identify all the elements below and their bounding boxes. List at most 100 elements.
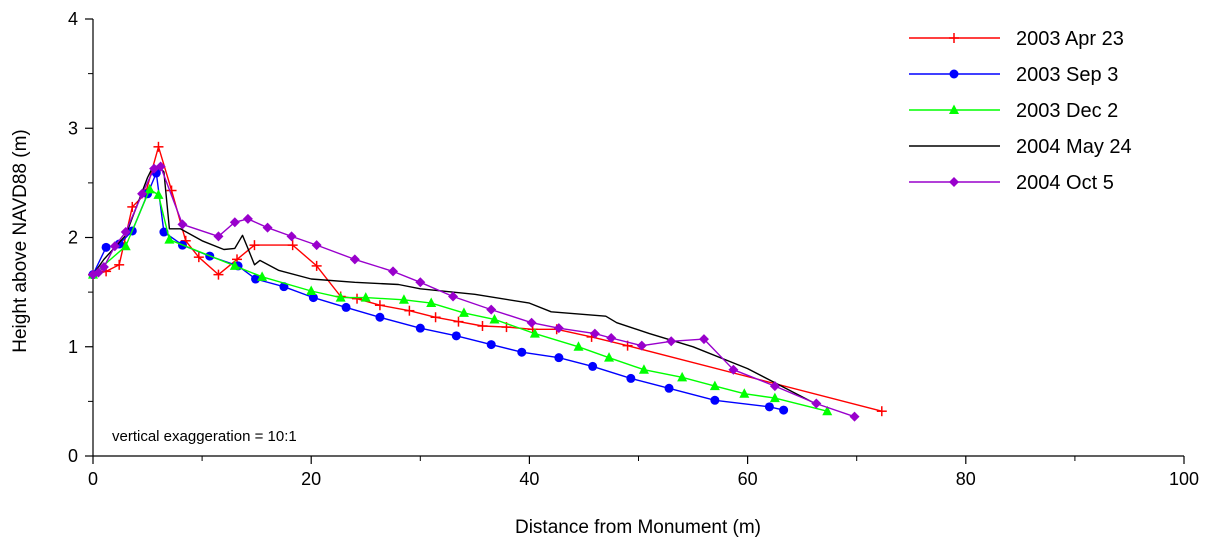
data-point <box>553 323 564 334</box>
data-point <box>177 219 188 230</box>
y-tick-label: 3 <box>68 118 78 138</box>
data-point <box>311 240 322 251</box>
data-point <box>698 334 709 345</box>
data-point <box>769 381 780 392</box>
data-point <box>573 341 584 351</box>
data-point <box>448 291 459 302</box>
data-point <box>710 395 720 405</box>
data-point <box>159 227 169 237</box>
data-point <box>486 304 497 315</box>
legend-label: 2003 Sep 3 <box>1016 64 1118 86</box>
data-point <box>489 313 500 324</box>
data-point <box>352 293 363 304</box>
y-tick-label: 1 <box>68 337 78 357</box>
data-point <box>127 201 138 212</box>
data-point <box>114 259 125 270</box>
data-point <box>453 316 464 327</box>
data-point <box>98 261 109 272</box>
legend-item: 2004 May 24 <box>909 136 1132 158</box>
legend-marker <box>949 104 959 114</box>
data-point <box>404 305 415 316</box>
x-axis-label: Distance from Monument (m) <box>515 517 761 538</box>
plot-area <box>88 141 887 422</box>
series-3 <box>92 165 814 404</box>
data-point <box>664 383 674 393</box>
x-tick-label: 100 <box>1169 469 1199 489</box>
data-point <box>308 293 318 303</box>
y-axis-label: Height above NAVD88 (m) <box>10 129 31 353</box>
series-line <box>92 165 855 418</box>
data-point <box>666 336 677 347</box>
data-point <box>589 328 600 339</box>
data-point <box>876 406 887 417</box>
data-point <box>213 269 224 280</box>
data-point <box>636 340 647 351</box>
vertical-exaggeration-annotation: vertical exaggeration = 10:1 <box>112 428 297 445</box>
legend-item: 2003 Sep 3 <box>909 64 1118 86</box>
data-point <box>769 392 780 403</box>
data-point <box>242 213 253 224</box>
data-point <box>109 241 120 252</box>
data-point <box>811 398 822 409</box>
x-tick-label: 0 <box>88 469 98 489</box>
legend-marker <box>949 33 959 43</box>
data-point <box>257 271 268 281</box>
data-point <box>458 307 469 317</box>
series-line <box>92 146 882 412</box>
x-tick-label: 80 <box>956 469 976 489</box>
data-point <box>249 240 260 251</box>
series-line <box>92 188 828 412</box>
data-point <box>144 183 155 194</box>
data-point <box>822 405 833 416</box>
series-line <box>92 165 814 404</box>
data-point <box>287 240 298 251</box>
data-point <box>426 297 437 308</box>
y-tick-label: 0 <box>68 446 78 466</box>
data-point <box>349 254 360 265</box>
legend-label: 2003 Dec 2 <box>1016 100 1118 122</box>
data-point <box>764 402 774 412</box>
legend-label: 2004 Oct 5 <box>1016 172 1114 194</box>
axes: 0 20 40 60 80 100 0 1 2 3 4 <box>68 9 1199 489</box>
data-point <box>360 292 371 302</box>
data-point <box>137 188 148 199</box>
data-point <box>306 285 317 296</box>
data-point <box>588 361 598 371</box>
data-point <box>101 242 111 252</box>
data-point <box>638 364 649 374</box>
legend-item: 2003 Dec 2 <box>909 100 1118 122</box>
series-line <box>92 172 784 411</box>
data-point <box>415 323 425 333</box>
data-point <box>526 317 537 328</box>
legend: 2003 Apr 23 2003 Sep 3 2003 Dec 2 2004 May … <box>909 28 1132 194</box>
data-point <box>739 388 750 398</box>
y-tick-label: 4 <box>68 9 78 29</box>
data-point <box>153 189 164 199</box>
data-point <box>398 294 409 304</box>
legend-label: 2003 Apr 23 <box>1016 28 1124 50</box>
x-tick-label: 40 <box>519 469 539 489</box>
data-point <box>517 347 527 357</box>
legend-item: 2003 Apr 23 <box>909 28 1124 50</box>
legend-marker <box>949 177 959 187</box>
data-point <box>153 141 164 152</box>
data-point <box>311 260 322 271</box>
data-point <box>375 312 385 322</box>
data-point <box>213 231 224 242</box>
data-point <box>430 312 441 323</box>
data-point <box>415 277 426 288</box>
x-tick-label: 60 <box>738 469 758 489</box>
data-point <box>229 217 240 228</box>
data-point <box>677 371 688 382</box>
series-4 <box>88 161 860 422</box>
data-point <box>335 292 346 302</box>
data-point <box>374 300 385 311</box>
legend-label: 2004 May 24 <box>1016 136 1132 158</box>
data-point <box>251 274 261 284</box>
data-point <box>554 353 564 363</box>
data-point <box>728 364 739 375</box>
data-point <box>388 266 399 277</box>
data-point <box>626 373 636 383</box>
data-point <box>193 252 204 263</box>
